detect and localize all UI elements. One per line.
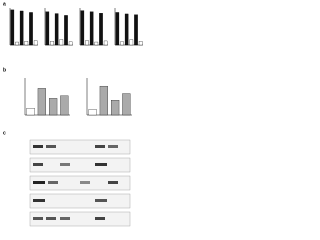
bar bbox=[94, 41, 99, 46]
bar bbox=[115, 12, 120, 46]
axis bbox=[79, 8, 108, 46]
bar bbox=[19, 10, 24, 46]
bar bbox=[124, 13, 129, 46]
bar bbox=[129, 39, 134, 46]
bar bbox=[45, 11, 50, 46]
bar bbox=[10, 9, 15, 46]
bar bbox=[88, 109, 97, 116]
bar bbox=[50, 41, 54, 46]
bar bbox=[99, 85, 108, 116]
bar bbox=[24, 41, 29, 46]
panel-label: a bbox=[3, 1, 6, 7]
bar bbox=[138, 41, 143, 46]
bar bbox=[85, 40, 89, 46]
blot bbox=[29, 139, 131, 227]
bar bbox=[80, 10, 85, 46]
bar bbox=[89, 11, 94, 46]
bar bbox=[120, 41, 124, 46]
bar bbox=[49, 98, 58, 116]
bar bbox=[68, 41, 73, 46]
bar bbox=[103, 40, 108, 46]
bar bbox=[15, 41, 19, 46]
bar bbox=[122, 93, 131, 116]
panel-label: b bbox=[3, 67, 6, 73]
axis bbox=[44, 8, 73, 46]
bar bbox=[99, 13, 103, 46]
figure: a b c bbox=[3, 1, 143, 227]
bar bbox=[111, 100, 120, 116]
bar bbox=[54, 13, 59, 46]
bar bbox=[33, 40, 38, 46]
bar bbox=[37, 88, 46, 116]
bar bbox=[134, 14, 138, 46]
bar bbox=[26, 108, 35, 116]
bar bbox=[59, 39, 64, 46]
axis bbox=[114, 8, 143, 46]
axis bbox=[9, 8, 38, 46]
panel-label: c bbox=[3, 130, 6, 136]
bar bbox=[64, 15, 68, 46]
bar bbox=[60, 95, 69, 116]
bar bbox=[29, 12, 33, 46]
